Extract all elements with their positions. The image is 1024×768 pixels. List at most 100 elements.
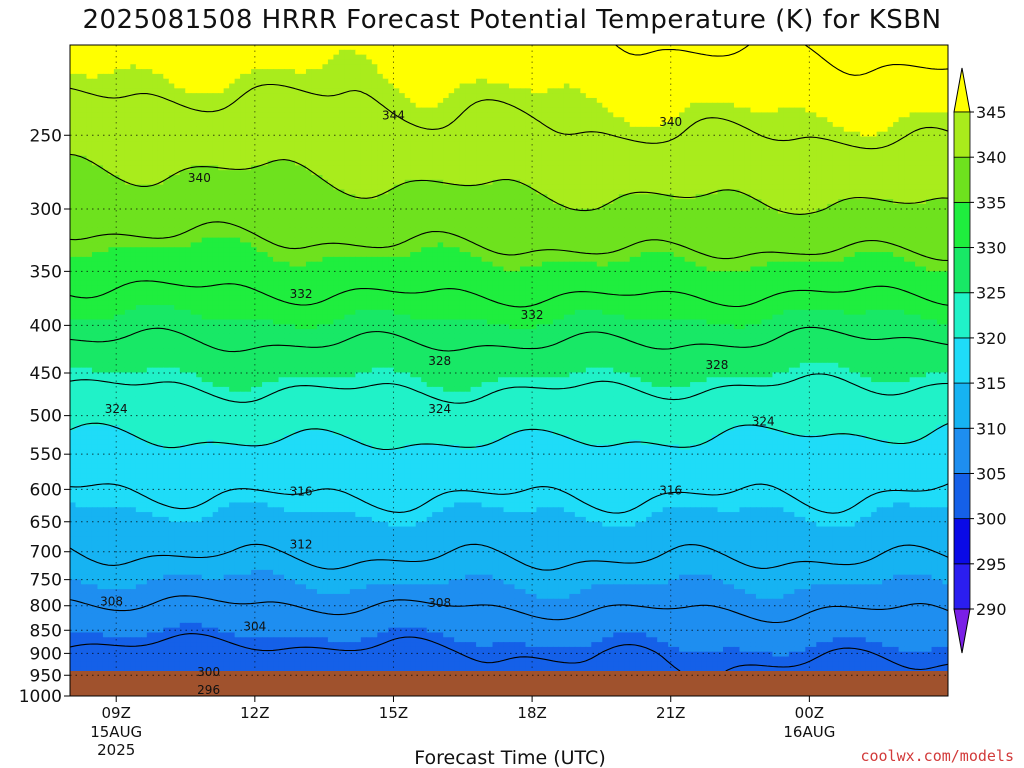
y-tick-label: 500	[30, 407, 62, 427]
x-tick-label: 21Z	[656, 704, 685, 722]
contour-label-text: 340	[659, 115, 682, 129]
contour-label-text: 312	[290, 538, 313, 552]
x-tick-sublabel: 2025	[97, 741, 135, 759]
contour-label: 340	[659, 115, 682, 129]
contour-label-text: 296	[197, 683, 220, 697]
filled-contours	[70, 45, 948, 671]
contour-label-text: 316	[290, 484, 313, 498]
contour-label: 316	[290, 484, 313, 498]
contour-labels: 344 340 340 332 332 328 328 324 324 324 316 316 312 3…	[100, 108, 775, 697]
colorbar-band	[953, 292, 971, 339]
contour-line-308	[70, 595, 948, 624]
colorbar-band	[953, 201, 971, 248]
contour-label: 308	[100, 595, 123, 609]
colorbar-band	[953, 563, 971, 610]
contour-label-text: 324	[105, 402, 128, 416]
colorbar-band	[953, 518, 971, 565]
contour-label: 324	[105, 402, 128, 416]
contour-line-332	[70, 280, 948, 308]
x-tick-sublabel: 15AUG	[90, 723, 142, 741]
contour-label-text: 324	[752, 414, 775, 428]
y-tick-label: 550	[30, 445, 62, 465]
colorbar-top-arrow	[953, 67, 971, 113]
colorbar-tick-label: 290	[976, 600, 1007, 619]
colorbar-tick-label: 330	[976, 239, 1007, 258]
contour-label: 304	[243, 619, 266, 633]
y-tick-label: 850	[30, 621, 62, 641]
x-tick-label: 15Z	[379, 704, 408, 722]
y-tick-label: 600	[30, 480, 62, 500]
contour-label-text: 332	[521, 308, 544, 322]
contour-label: 308	[428, 596, 451, 610]
y-tick-label: 1000	[19, 687, 62, 707]
y-tick-label: 650	[30, 513, 62, 533]
contour-label-text: 300	[197, 665, 220, 679]
y-tick-label: 300	[30, 200, 62, 220]
colorbar-tick-label: 345	[976, 103, 1007, 122]
x-tick-label: 00Z	[795, 704, 824, 722]
contour-label: 300	[197, 665, 220, 679]
contour-label-text: 324	[428, 402, 451, 416]
contour-line-320	[70, 422, 948, 451]
y-tick-label: 450	[30, 364, 62, 384]
contour-label-text: 316	[659, 484, 682, 498]
credit-text: coolwx.com/models	[860, 747, 1014, 765]
contour-line-316	[70, 483, 948, 514]
contour-line-336	[70, 221, 948, 262]
colorbar-tick-label: 340	[976, 148, 1007, 167]
colorbar-tick-label: 325	[976, 284, 1007, 303]
x-axis-label: Forecast Time (UTC)	[414, 747, 605, 768]
colorbar-tick-label: 305	[976, 464, 1007, 483]
contour-label: 324	[752, 414, 775, 428]
grid-lines	[70, 45, 948, 676]
y-tick-label: 250	[30, 126, 62, 146]
y-tick-label: 400	[30, 316, 62, 336]
contour-label: 344	[382, 108, 405, 122]
colorbar-band	[953, 337, 971, 384]
y-axis: 250 300 350 400 450 500 550 600 650 700 750 800 850 9…	[19, 126, 70, 707]
contour-line-312	[70, 543, 948, 571]
x-tick-label: 09Z	[102, 704, 131, 722]
contour-label-text: 344	[382, 108, 405, 122]
y-tick-label: 350	[30, 262, 62, 282]
contour-line-324	[70, 373, 948, 404]
colorbar-tick-label: 295	[976, 555, 1007, 574]
y-tick-label: 700	[30, 543, 62, 563]
colorbar-band	[953, 247, 971, 294]
colorbar-bottom-arrow	[953, 608, 971, 654]
contour-label: 296	[197, 683, 220, 697]
colorbar-tick-label: 310	[976, 419, 1007, 438]
contour-label-text: 340	[188, 171, 211, 185]
contour-label-text: 332	[290, 287, 313, 301]
colorbar-tick-label: 315	[976, 374, 1007, 393]
colorbar: 290 295 300 305 310 315 320 325 330 335 340 345	[953, 67, 1007, 654]
contour-label-text: 308	[100, 595, 123, 609]
contour-line-348	[615, 45, 948, 76]
y-tick-label: 750	[30, 571, 62, 591]
contour-label-text: 328	[428, 354, 451, 368]
y-tick-label: 900	[30, 644, 62, 664]
x-tick-label: 18Z	[517, 704, 546, 722]
contour-label: 332	[290, 287, 313, 301]
contour-label-text: 304	[243, 619, 266, 633]
contour-line-328	[70, 326, 948, 353]
contour-label: 316	[659, 484, 682, 498]
contour-label: 328	[705, 358, 728, 372]
contour-label: 312	[290, 538, 313, 552]
colorbar-band	[953, 382, 971, 429]
colorbar-band	[953, 111, 971, 158]
plot-area: 344 340 340 332 332 328 328 324 324 324 316 316 312 3…	[69, 44, 949, 697]
y-tick-label: 950	[30, 666, 62, 686]
x-tick-label: 12Z	[240, 704, 269, 722]
colorbar-band	[953, 427, 971, 474]
colorbar-tick-label: 300	[976, 510, 1007, 529]
contour-line-304	[70, 633, 948, 671]
chart-title: 2025081508 HRRR Forecast Potential Tempe…	[82, 5, 941, 35]
contour-label: 324	[428, 402, 451, 416]
contour-line-340	[70, 153, 948, 215]
plot-frame	[69, 44, 949, 697]
colorbar-band	[953, 156, 971, 203]
contour-label-text: 328	[705, 358, 728, 372]
